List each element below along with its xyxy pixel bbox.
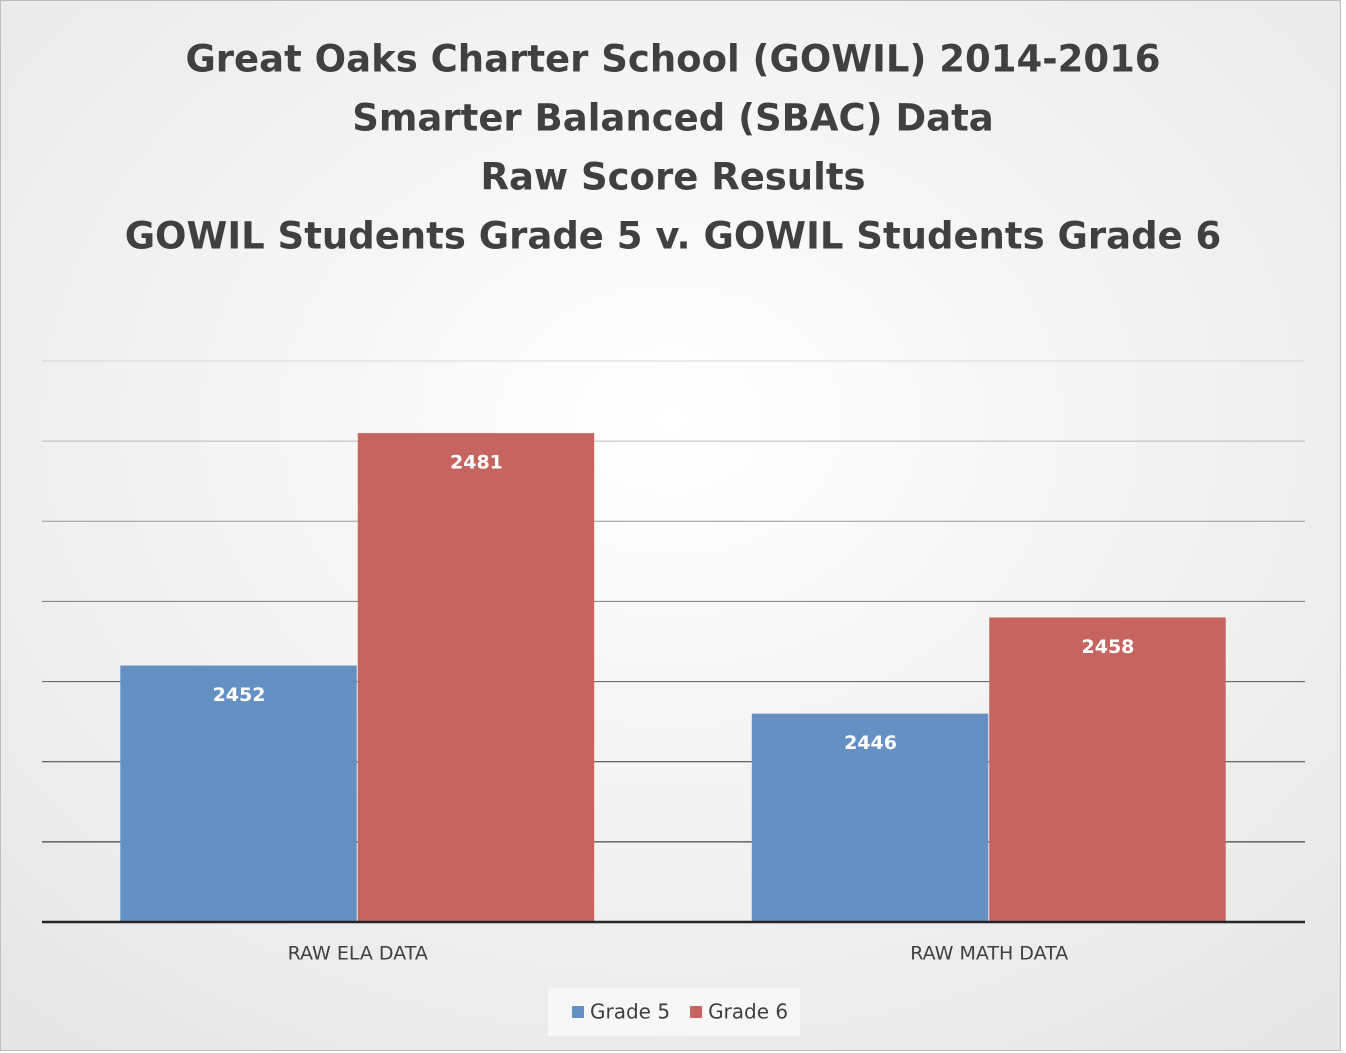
chart-title-line: GOWIL Students Grade 5 v. GOWIL Students… xyxy=(125,215,1222,258)
bar xyxy=(357,433,595,922)
bar xyxy=(120,665,357,922)
data-label: 2452 xyxy=(213,684,266,706)
x-tick-label: RAW ELA DATA xyxy=(288,943,428,965)
bar xyxy=(751,713,989,922)
chart-title: Great Oaks Charter School (GOWIL) 2014-2… xyxy=(125,38,1222,258)
legend-background xyxy=(548,988,800,1036)
data-label: 2446 xyxy=(844,732,897,754)
chart-title-line: Great Oaks Charter School (GOWIL) 2014-2… xyxy=(185,38,1160,81)
legend-label: Grade 6 xyxy=(708,1000,788,1024)
legend-label: Grade 5 xyxy=(590,1000,670,1024)
legend-swatch xyxy=(572,1006,584,1018)
bar xyxy=(989,617,1226,922)
data-label: 2481 xyxy=(450,452,503,474)
legend-swatch xyxy=(690,1006,703,1018)
chart-title-line: Raw Score Results xyxy=(480,156,865,199)
chart-title-line: Smarter Balanced (SBAC) Data xyxy=(352,97,994,140)
x-tick-label: RAW MATH DATA xyxy=(910,943,1068,965)
data-label: 2458 xyxy=(1082,636,1135,658)
